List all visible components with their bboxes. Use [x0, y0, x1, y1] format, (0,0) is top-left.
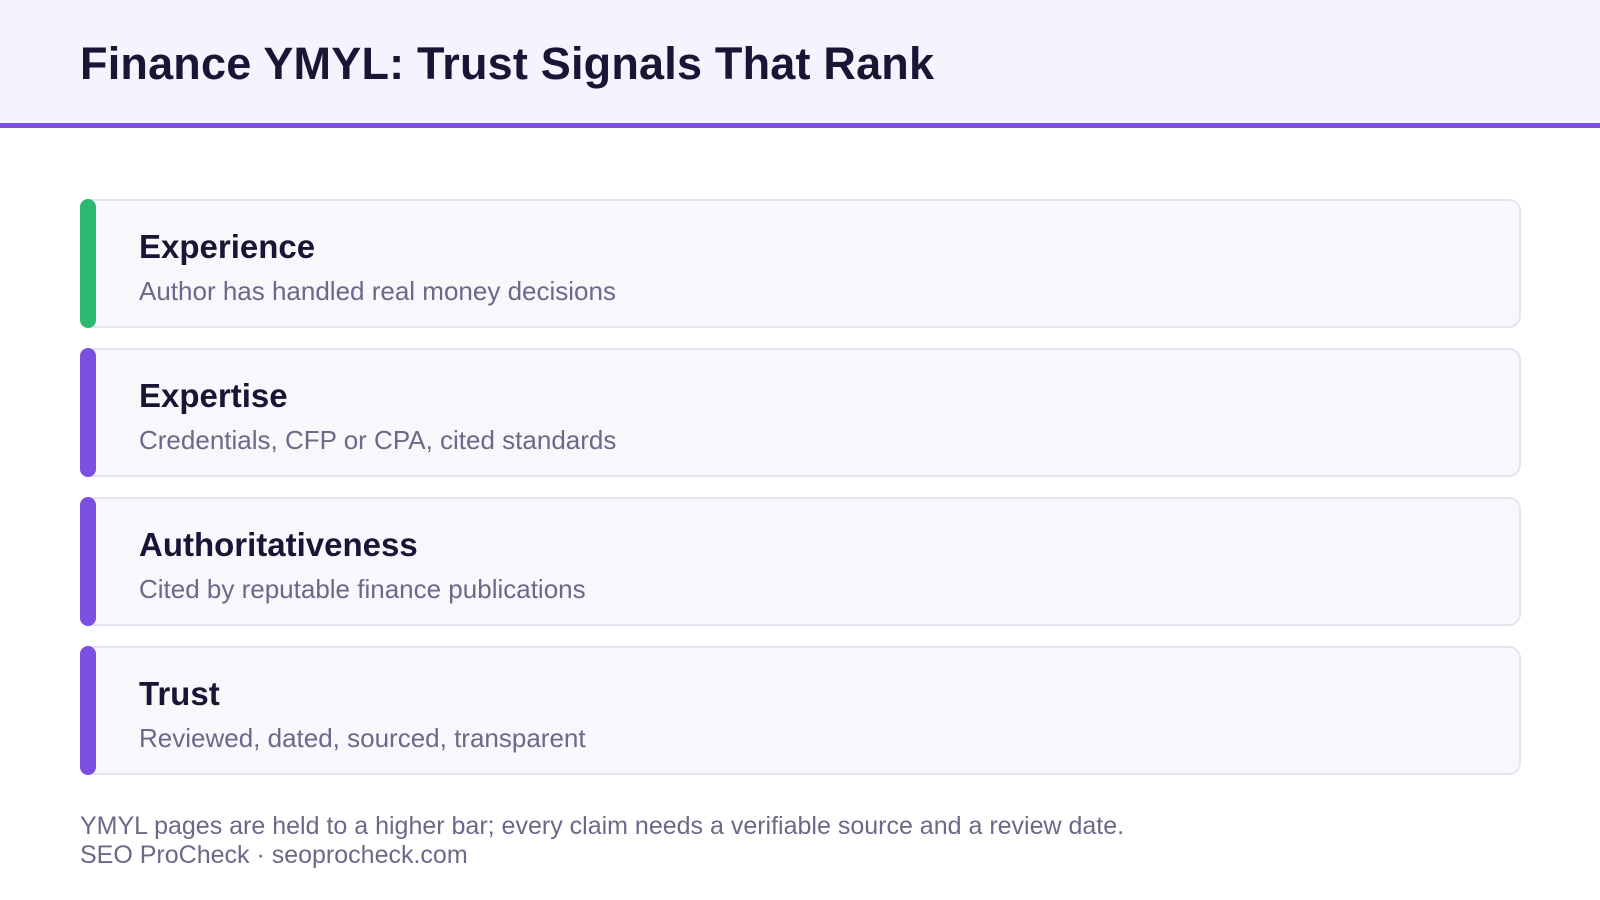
card-description: Reviewed, dated, sourced, transparent — [139, 723, 586, 753]
signal-card-trust: Trust Reviewed, dated, sourced, transpar… — [80, 646, 1521, 775]
footer-note: YMYL pages are held to a higher bar; eve… — [80, 812, 1125, 840]
card-description: Credentials, CFP or CPA, cited standards — [139, 425, 617, 455]
card-title: Experience — [139, 228, 316, 265]
card-description: Author has handled real money decisions — [139, 276, 616, 306]
signal-card-authoritativeness: Authoritativeness Cited by reputable fin… — [80, 497, 1521, 626]
card-accent-bar — [80, 646, 96, 775]
signal-card-list: Experience Author has handled real money… — [80, 199, 1521, 795]
page-title: Finance YMYL: Trust Signals That Rank — [80, 38, 935, 89]
card-title: Authoritativeness — [139, 526, 418, 563]
card-title: Expertise — [139, 377, 288, 414]
card-title: Trust — [139, 675, 220, 712]
card-accent-bar — [80, 497, 96, 626]
card-accent-bar — [80, 348, 96, 477]
card-accent-bar — [80, 199, 96, 328]
card-description: Cited by reputable finance publications — [139, 574, 586, 604]
signal-card-experience: Experience Author has handled real money… — [80, 199, 1521, 328]
signal-card-expertise: Expertise Credentials, CFP or CPA, cited… — [80, 348, 1521, 477]
footer-credit: SEO ProCheck · seoprocheck.com — [80, 841, 468, 869]
header-banner: Finance YMYL: Trust Signals That Rank — [0, 0, 1600, 128]
footer: YMYL pages are held to a higher bar; eve… — [80, 812, 1124, 870]
